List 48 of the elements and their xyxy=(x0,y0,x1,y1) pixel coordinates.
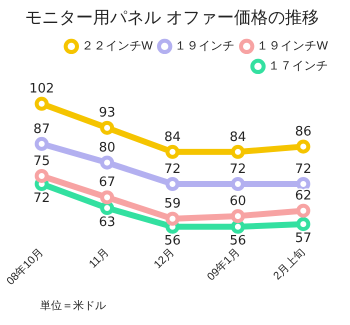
data-label: 72 xyxy=(295,162,312,177)
x-tick-label: 2月上旬 xyxy=(270,246,308,282)
x-tick-label: 08年10月 xyxy=(4,246,46,288)
data-label: 86 xyxy=(295,124,312,140)
legend-label: ２２インチW xyxy=(81,38,154,53)
point xyxy=(230,209,245,224)
point xyxy=(166,144,180,159)
data-label: 56 xyxy=(164,234,181,249)
data-label: 62 xyxy=(295,188,312,204)
data-label: 84 xyxy=(164,130,181,145)
data-label: 67 xyxy=(98,175,116,190)
data-label: 75 xyxy=(33,154,50,169)
data-label: 72 xyxy=(230,162,246,177)
point xyxy=(230,220,245,234)
data-label: 93 xyxy=(98,106,116,121)
x-tick-label: 12月 xyxy=(152,246,177,272)
point xyxy=(296,217,310,232)
x-tick-label: 09年1月 xyxy=(205,246,242,284)
point xyxy=(296,204,310,218)
chart-title: モニター用パネル オファー価格の推移 xyxy=(25,8,319,27)
data-label: 72 xyxy=(33,190,50,206)
data-label: 59 xyxy=(164,196,181,212)
data-label: 80 xyxy=(98,140,116,156)
point xyxy=(100,190,114,204)
data-label: 84 xyxy=(230,130,246,145)
legend-label: １９インチ xyxy=(174,38,235,53)
x-tick-label: 11月 xyxy=(87,246,112,271)
data-label: 102 xyxy=(29,82,54,97)
data-label: 60 xyxy=(230,194,246,209)
point xyxy=(230,144,245,159)
point xyxy=(34,136,49,151)
point xyxy=(34,96,49,111)
data-label: 63 xyxy=(98,214,116,230)
point xyxy=(100,120,114,135)
data-label: 56 xyxy=(230,234,246,249)
point xyxy=(296,140,310,154)
legend-label: １７インチ xyxy=(268,58,328,73)
data-label: 72 xyxy=(164,162,181,177)
point xyxy=(34,168,49,183)
point xyxy=(100,201,114,216)
point xyxy=(100,156,114,170)
point xyxy=(166,176,180,191)
point xyxy=(166,212,180,226)
text: 単位＝米ドル xyxy=(40,299,106,312)
data-label: 57 xyxy=(295,230,312,246)
point xyxy=(230,176,245,191)
legend-label: １９インチW xyxy=(256,38,329,53)
data-label: 87 xyxy=(33,122,50,137)
